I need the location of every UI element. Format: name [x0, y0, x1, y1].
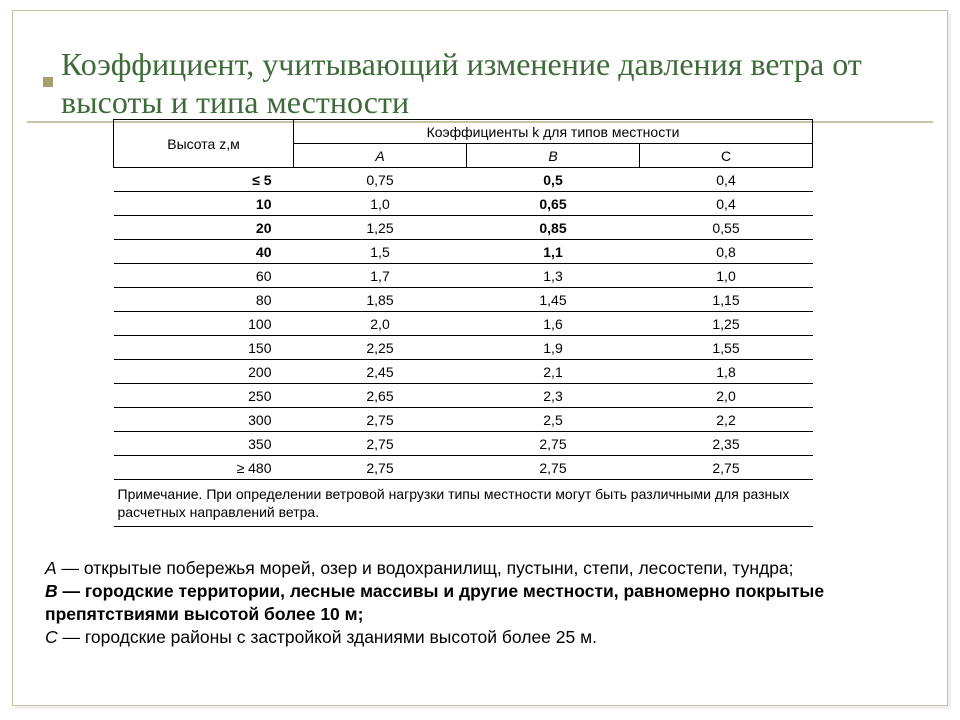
cell-a: 2,65 — [294, 384, 467, 408]
cell-c: 0,4 — [640, 192, 813, 216]
cell-b: 1,3 — [467, 264, 640, 288]
table-row: 101,00,650,4 — [114, 192, 813, 216]
cell-a: 2,0 — [294, 312, 467, 336]
cell-c: 2,35 — [640, 432, 813, 456]
cell-c: 1,55 — [640, 336, 813, 360]
def-b-tail: ; — [358, 604, 364, 624]
table-row: 2002,452,11,8 — [114, 360, 813, 384]
def-a-text: — открытые побережья морей, озер и водох… — [57, 558, 794, 578]
def-c-label: C — [45, 627, 58, 647]
cell-a: 2,75 — [294, 408, 467, 432]
table-row: 3502,752,752,35 — [114, 432, 813, 456]
cell-b: 2,5 — [467, 408, 640, 432]
cell-a: 1,25 — [294, 216, 467, 240]
cell-b: 1,6 — [467, 312, 640, 336]
cell-c: 0,4 — [640, 168, 813, 192]
cell-c: 2,0 — [640, 384, 813, 408]
table-row: 3002,752,52,2 — [114, 408, 813, 432]
cell-a: 1,85 — [294, 288, 467, 312]
cell-c: 2,2 — [640, 408, 813, 432]
col-header-height: Высота z,м — [114, 120, 294, 168]
cell-a: 2,75 — [294, 456, 467, 480]
table-note: Примечание. При определении ветровой наг… — [114, 480, 813, 527]
def-b-text: — городские территории, лесные массивы и… — [45, 581, 824, 624]
cell-c: 1,8 — [640, 360, 813, 384]
cell-a: 0,75 — [294, 168, 467, 192]
cell-a: 1,5 — [294, 240, 467, 264]
def-b: B — городские территории, лесные массивы… — [45, 580, 903, 626]
table-row: 601,71,31,0 — [114, 264, 813, 288]
terrain-definitions: A — открытые побережья морей, озер и вод… — [45, 557, 903, 649]
cell-b: 2,1 — [467, 360, 640, 384]
table-row: 201,250,850,55 — [114, 216, 813, 240]
col-header-b: B — [467, 144, 640, 168]
table-row: 1002,01,61,25 — [114, 312, 813, 336]
col-header-c: C — [640, 144, 813, 168]
table-row: 1502,251,91,55 — [114, 336, 813, 360]
cell-height: ≥ 480 — [114, 456, 294, 480]
cell-c: 1,25 — [640, 312, 813, 336]
table-header-row: Высота z,м Коэффициенты k для типов мест… — [114, 120, 813, 144]
cell-a: 2,25 — [294, 336, 467, 360]
cell-height: 10 — [114, 192, 294, 216]
cell-height: 60 — [114, 264, 294, 288]
cell-b: 1,1 — [467, 240, 640, 264]
cell-height: 350 — [114, 432, 294, 456]
cell-c: 2,75 — [640, 456, 813, 480]
cell-height: 300 — [114, 408, 294, 432]
coefficients-table: Высота z,м Коэффициенты k для типов мест… — [113, 119, 813, 527]
cell-height: 20 — [114, 216, 294, 240]
cell-a: 1,7 — [294, 264, 467, 288]
def-a: A — открытые побережья морей, озер и вод… — [45, 557, 903, 580]
table-row: 801,851,451,15 — [114, 288, 813, 312]
table-row: 401,51,10,8 — [114, 240, 813, 264]
def-c-text: — городские районы с застройкой зданиями… — [58, 627, 597, 647]
cell-height: 200 — [114, 360, 294, 384]
slide-frame: Коэффициент, учитывающий изменение давле… — [12, 10, 948, 706]
cell-b: 1,9 — [467, 336, 640, 360]
cell-height: 250 — [114, 384, 294, 408]
cell-height: ≤ 5 — [114, 168, 294, 192]
cell-b: 2,75 — [467, 456, 640, 480]
cell-c: 0,55 — [640, 216, 813, 240]
col-header-k: Коэффициенты k для типов местности — [294, 120, 813, 144]
cell-a: 2,45 — [294, 360, 467, 384]
def-a-label: A — [45, 558, 57, 578]
cell-c: 0,8 — [640, 240, 813, 264]
cell-b: 2,75 — [467, 432, 640, 456]
cell-c: 1,15 — [640, 288, 813, 312]
cell-a: 2,75 — [294, 432, 467, 456]
cell-height: 100 — [114, 312, 294, 336]
cell-height: 150 — [114, 336, 294, 360]
def-c: C — городские районы с застройкой здания… — [45, 626, 903, 649]
slide-title: Коэффициент, учитывающий изменение давле… — [61, 45, 917, 121]
def-b-label: B — [45, 581, 58, 601]
table-row: 2502,652,32,0 — [114, 384, 813, 408]
col-header-a: A — [294, 144, 467, 168]
cell-b: 0,65 — [467, 192, 640, 216]
cell-a: 1,0 — [294, 192, 467, 216]
cell-b: 2,3 — [467, 384, 640, 408]
cell-c: 1,0 — [640, 264, 813, 288]
coefficients-table-wrap: Высота z,м Коэффициенты k для типов мест… — [113, 119, 813, 527]
cell-height: 40 — [114, 240, 294, 264]
title-bullet — [43, 77, 53, 87]
cell-b: 1,45 — [467, 288, 640, 312]
cell-height: 80 — [114, 288, 294, 312]
cell-b: 0,5 — [467, 168, 640, 192]
table-note-row: Примечание. При определении ветровой наг… — [114, 480, 813, 527]
cell-b: 0,85 — [467, 216, 640, 240]
table-row: ≥ 4802,752,752,75 — [114, 456, 813, 480]
table-row: ≤ 50,750,50,4 — [114, 168, 813, 192]
table-body: ≤ 50,750,50,4101,00,650,4201,250,850,554… — [114, 168, 813, 480]
